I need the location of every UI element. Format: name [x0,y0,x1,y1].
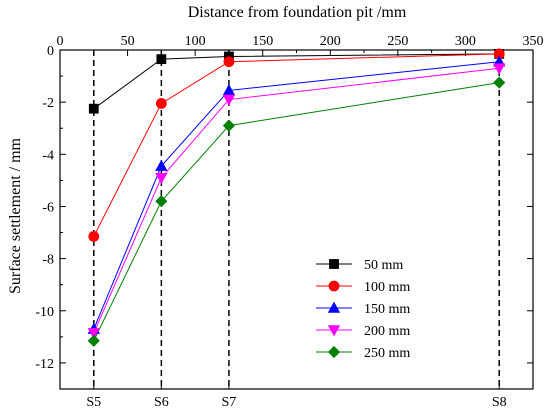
data-point [493,76,506,89]
data-point [155,172,168,185]
legend-marker [327,301,341,313]
legend-marker [329,259,339,269]
series-line [93,53,500,110]
data-point [88,103,99,114]
legend-label: 100 mm [364,280,410,295]
data-point [155,195,168,208]
legend-marker [327,325,341,337]
x-tick-label: 100 [185,34,206,49]
series-line [93,82,500,341]
y-tick-label: -10 [35,305,54,320]
legend-label: 250 mm [364,346,410,361]
data-point [222,94,236,106]
category-label: S6 [154,395,169,409]
y-tick-label: -2 [42,96,54,111]
legend-label: 200 mm [364,324,410,339]
legend-marker [328,280,340,292]
series-line [93,67,500,334]
legend-marker [327,345,341,359]
data-point [87,328,100,340]
y-axis-title: Surface settlement / mm [7,137,24,294]
plot-frame [59,49,534,390]
category-label: S5 [86,395,101,409]
x-axis-title: Distance from foundation pit /mm [188,4,407,21]
legend-label: 150 mm [364,302,410,317]
data-point [493,63,506,75]
x-tick-label: 150 [252,34,273,49]
data-point [155,159,168,171]
data-point [156,54,167,65]
data-point [223,56,235,68]
x-tick-label: 250 [387,34,408,49]
legend: 50 mm 100 mm 150 mm 200 mm 250 mm [316,258,410,361]
plot-area: 0 50 100 150 200 250 300 350 0 -2 -4 -6 -8 -10 -12 S5 S6… [35,34,544,409]
legend-label: 50 mm [364,258,403,273]
category-label: S8 [492,395,507,409]
category-label: S7 [222,395,237,409]
data-point [222,119,235,132]
y-tick-label: 0 [47,44,54,59]
data-point [155,98,167,109]
data-point [88,231,100,242]
x-tick-label: 300 [455,34,476,49]
x-tick-label: 350 [523,34,544,49]
series-line [93,53,500,237]
y-tick-label: -12 [35,357,54,372]
series-line [93,61,500,330]
x-tick-label: 200 [320,34,341,49]
y-tick-label: -6 [42,200,54,215]
y-tick-label: -4 [42,148,54,163]
y-tick-label: -8 [42,253,54,268]
data-point [87,334,100,347]
x-tick-label: 0 [57,34,64,49]
x-tick-label: 50 [121,34,135,49]
